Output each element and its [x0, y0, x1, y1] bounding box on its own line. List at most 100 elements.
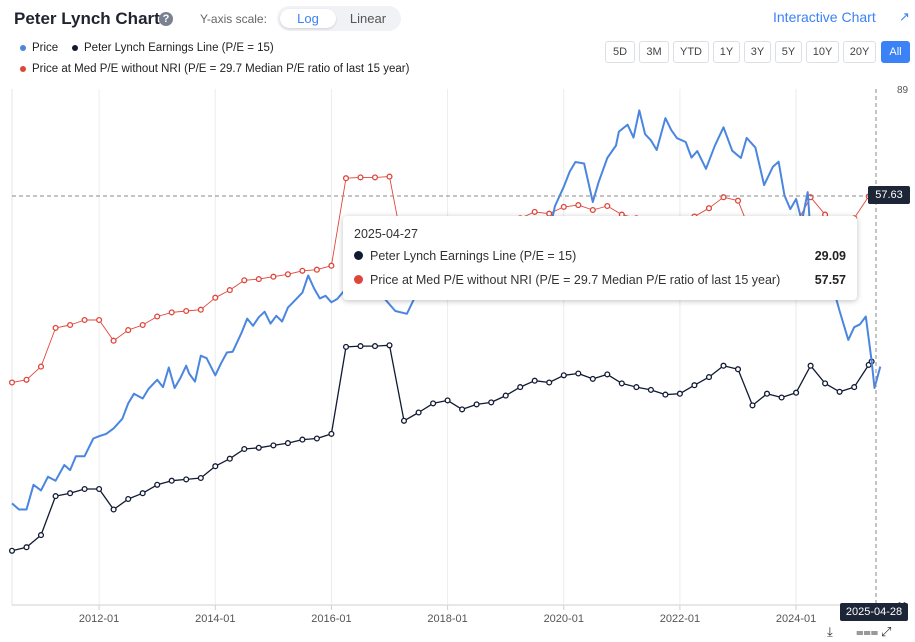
- data-point: [575, 370, 582, 377]
- data-point: [647, 386, 654, 393]
- data-point: [473, 401, 480, 408]
- data-point: [81, 485, 88, 493]
- linear-scale-option[interactable]: Linear: [349, 11, 387, 26]
- log-scale-option[interactable]: Log: [280, 9, 336, 28]
- data-point: [110, 337, 117, 344]
- external-link-icon[interactable]: ↗: [899, 9, 910, 24]
- data-point: [226, 455, 233, 462]
- data-point: [270, 273, 277, 280]
- data-point: [154, 313, 161, 320]
- range-button-5y[interactable]: 5Y: [775, 41, 802, 63]
- earnings-line-series: [8, 342, 875, 554]
- data-point: [328, 262, 335, 269]
- x-tick-label: 2022-01: [660, 613, 700, 625]
- data-point: [328, 430, 335, 437]
- download-icon[interactable]: ⤓: [827, 624, 833, 639]
- legend-item-earnings-line[interactable]: Peter Lynch Earnings Line (P/E = 15): [72, 42, 274, 54]
- data-point: [270, 442, 277, 449]
- tooltip: 2025-04-27 Peter Lynch Earnings Line (P/…: [343, 216, 857, 300]
- range-button-1y[interactable]: 1Y: [713, 41, 740, 63]
- data-point: [560, 372, 567, 379]
- data-point: [430, 400, 437, 407]
- range-button-20y[interactable]: 20Y: [843, 41, 876, 63]
- data-point: [793, 389, 800, 396]
- data-point: [851, 384, 858, 391]
- data-point: [241, 445, 248, 453]
- data-point: [299, 267, 306, 274]
- crosshair-date-label: 2025-04-28: [840, 603, 908, 621]
- range-button-ytd[interactable]: YTD: [673, 41, 709, 63]
- price-legend-marker: [20, 44, 26, 51]
- data-point: [313, 435, 320, 442]
- data-point: [822, 380, 829, 387]
- range-button-10y[interactable]: 10Y: [806, 41, 839, 63]
- range-button-all[interactable]: All: [881, 41, 910, 63]
- range-button-5d[interactable]: 5D: [605, 41, 635, 63]
- data-point: [734, 366, 742, 373]
- data-point: [357, 343, 364, 350]
- tooltip-earnings-marker: [354, 251, 363, 261]
- x-tick-label: 2016-01: [311, 613, 351, 625]
- legend-label: Price at Med P/E without NRI (P/E = 29.7…: [32, 63, 410, 75]
- data-point: [8, 379, 16, 386]
- tooltip-row-label: Peter Lynch Earnings Line (P/E = 15): [370, 249, 577, 263]
- data-point: [749, 402, 756, 409]
- data-point: [313, 266, 320, 273]
- tooltip-row-earnings: Peter Lynch Earnings Line (P/E = 15) 29.…: [354, 247, 846, 265]
- legend-item-price[interactable]: Price: [20, 42, 58, 54]
- data-point: [8, 547, 16, 554]
- data-point: [52, 324, 59, 331]
- y-axis-ticks: 8911: [897, 85, 909, 612]
- legend-label: Peter Lynch Earnings Line (P/E = 15): [84, 42, 274, 54]
- data-point: [139, 321, 146, 329]
- data-point: [81, 316, 88, 324]
- data-point: [139, 490, 146, 497]
- data-point: [125, 327, 132, 334]
- data-point: [255, 444, 262, 451]
- data-point: [255, 276, 262, 283]
- data-point: [67, 321, 74, 329]
- data-point: [531, 377, 538, 384]
- data-point: [212, 463, 219, 470]
- data-point: [705, 374, 713, 381]
- tooltip-median-pe-marker: [354, 275, 363, 285]
- range-button-3y[interactable]: 3Y: [744, 41, 771, 63]
- share-icon[interactable]: ⩶: [856, 624, 879, 639]
- data-point: [589, 375, 596, 382]
- data-point: [67, 490, 74, 497]
- data-point: [371, 174, 379, 181]
- data-point: [531, 208, 538, 215]
- interactive-chart-link[interactable]: Interactive Chart: [773, 9, 876, 25]
- data-point: [23, 376, 30, 383]
- data-point: [705, 205, 713, 212]
- tooltip-row-value: 29.09: [814, 249, 846, 263]
- data-point: [168, 309, 175, 316]
- data-point: [807, 362, 814, 369]
- data-point: [284, 440, 291, 447]
- data-point: [734, 197, 742, 204]
- crosshair-price-label: 57.63: [868, 186, 910, 204]
- fullscreen-icon[interactable]: ⤢: [881, 624, 892, 639]
- data-point: [96, 485, 103, 493]
- earnings-legend-marker: [72, 44, 78, 51]
- data-point: [575, 202, 582, 209]
- data-point: [197, 306, 204, 313]
- price-line: [11, 109, 882, 511]
- legend-item-median-pe[interactable]: Price at Med P/E without NRI (P/E = 29.7…: [20, 63, 409, 75]
- data-point: [386, 173, 393, 180]
- data-point: [618, 380, 625, 387]
- range-button-3m[interactable]: 3M: [639, 41, 669, 63]
- data-point: [183, 476, 190, 483]
- x-tick-label: 2024-01: [776, 613, 816, 625]
- tooltip-row-median-pe: Price at Med P/E without NRI (P/E = 29.7…: [354, 271, 846, 289]
- y-tick-label: 89: [897, 85, 909, 96]
- data-point: [212, 294, 219, 301]
- help-icon[interactable]: ?: [159, 12, 173, 26]
- chart-title: Peter Lynch Chart: [14, 9, 160, 28]
- data-point: [125, 495, 132, 503]
- earnings-line: [11, 344, 873, 552]
- data-point: [836, 388, 843, 395]
- data-point: [676, 390, 683, 397]
- data-point: [502, 392, 509, 399]
